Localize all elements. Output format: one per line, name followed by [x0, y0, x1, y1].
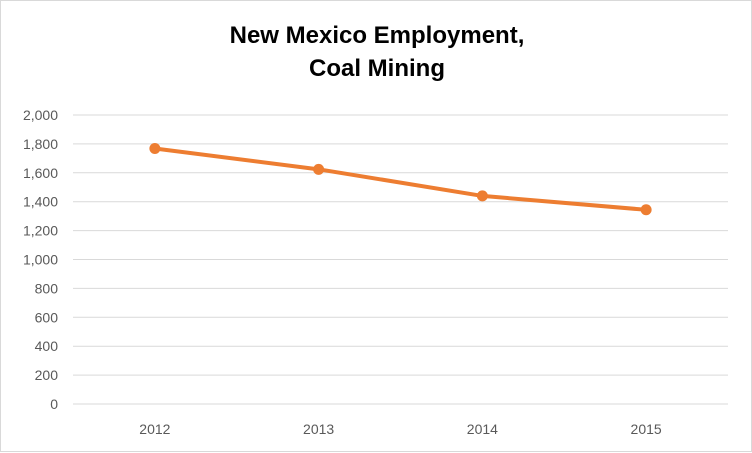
- y-tick-label: 1,200: [23, 223, 58, 239]
- x-tick-label: 2015: [631, 421, 662, 437]
- title-line-1: New Mexico Employment,: [229, 22, 525, 49]
- data-point: [640, 204, 652, 216]
- y-tick-label: 200: [35, 367, 59, 383]
- data-point: [149, 143, 161, 155]
- y-tick-label: 400: [35, 338, 59, 354]
- y-tick-label: 1,800: [23, 136, 58, 152]
- y-tick-label: 2,000: [23, 107, 58, 123]
- data-point: [313, 163, 325, 175]
- series-line: [154, 146, 647, 212]
- y-tick-label: 1,000: [23, 252, 58, 268]
- y-tick-label: 600: [35, 309, 59, 325]
- data-point: [476, 190, 488, 202]
- x-tick-label: 2013: [303, 421, 334, 437]
- x-tick-label: 2014: [467, 421, 498, 437]
- y-tick-label: 1,400: [23, 194, 58, 210]
- y-tick-label: 800: [35, 280, 59, 296]
- title-line-2: Coal Mining: [309, 55, 445, 82]
- y-tick-label: 0: [50, 396, 58, 412]
- chart-title: New Mexico Employment, Coal Mining: [1, 19, 752, 85]
- y-tick-label: 1,600: [23, 165, 58, 181]
- x-tick-label: 2012: [139, 421, 170, 437]
